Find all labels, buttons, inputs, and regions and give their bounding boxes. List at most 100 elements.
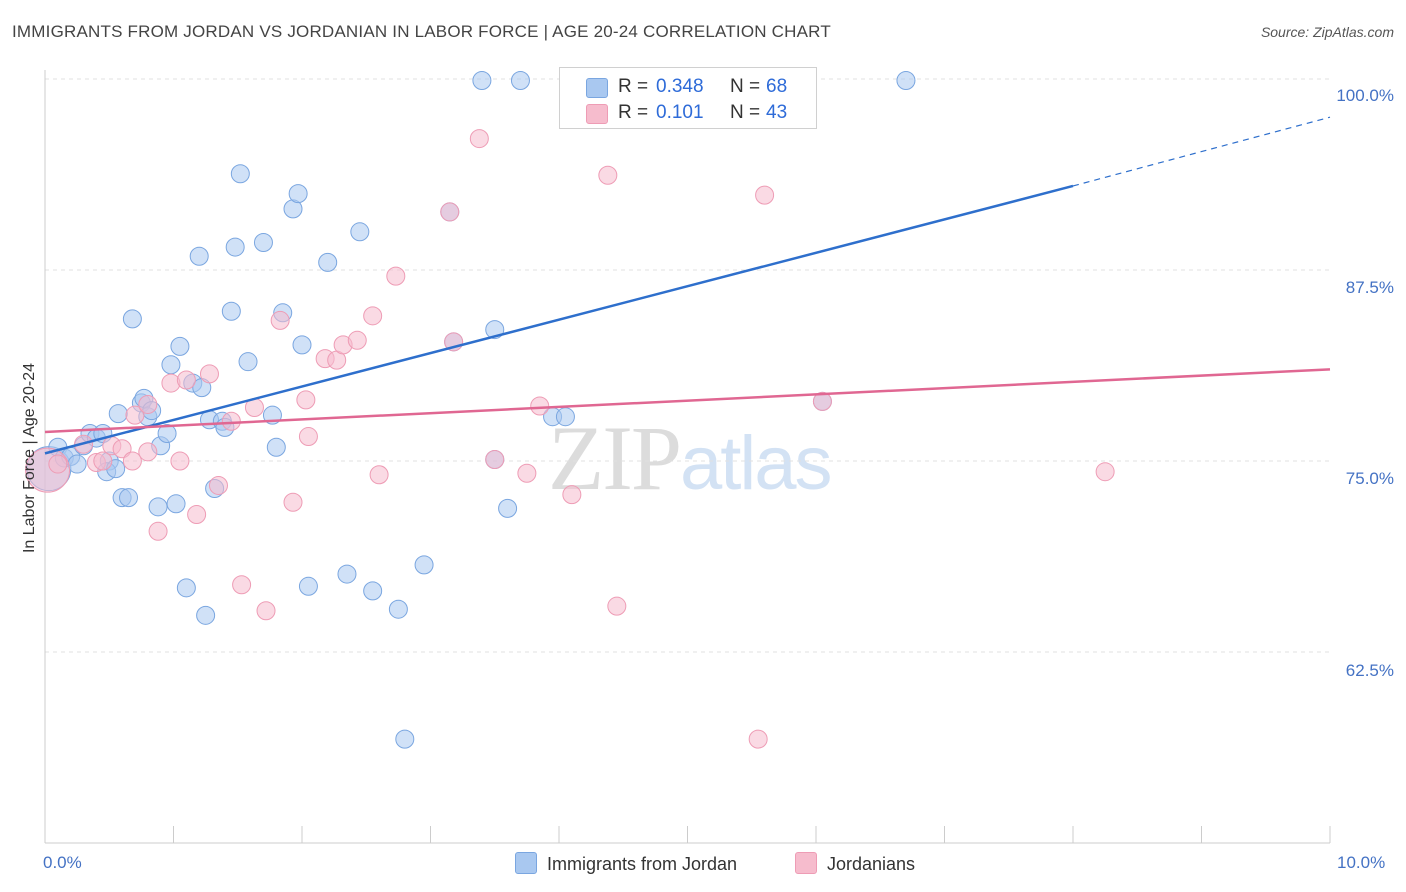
- pink-data-point: [386, 266, 406, 286]
- blue-data-point: [253, 232, 273, 252]
- blue-data-point: [176, 578, 196, 598]
- pink-data-point: [122, 451, 142, 471]
- pink-data-point: [187, 504, 207, 524]
- blue-swatch-icon: [586, 78, 608, 98]
- pink-data-point: [232, 575, 252, 595]
- legend-label: Jordanians: [827, 854, 916, 874]
- legend-item-immigrants[interactable]: Immigrants from Jordan: [515, 852, 737, 875]
- blue-data-point: [148, 497, 168, 517]
- pink-swatch-icon: [795, 852, 817, 874]
- blue-data-point: [225, 237, 245, 257]
- blue-data-point: [230, 164, 250, 184]
- pink-data-point: [296, 390, 316, 410]
- r-label: R =: [618, 76, 649, 97]
- y-axis-label: In Labor Force | Age 20-24: [21, 362, 38, 554]
- r-value: 0.348: [656, 76, 704, 97]
- blue-data-point: [108, 404, 128, 424]
- source-credit: Source: ZipAtlas.com: [1260, 24, 1394, 40]
- pink-data-point: [208, 475, 228, 495]
- blue-data-point: [298, 576, 318, 596]
- blue-data-point: [238, 352, 258, 372]
- blue-data-point: [363, 581, 383, 601]
- pink-data-point: [748, 729, 768, 749]
- blue-trend-extension: [1072, 116, 1331, 187]
- blue-data-point: [196, 605, 216, 625]
- blue-data-point: [189, 246, 209, 266]
- blue-data-point: [157, 423, 177, 443]
- x-tick-label-max: 10.0%: [1337, 853, 1386, 872]
- blue-data-point: [395, 729, 415, 749]
- blue-data-point: [896, 71, 916, 91]
- blue-data-point: [221, 301, 241, 321]
- blue-data-point: [292, 335, 312, 355]
- pink-data-point: [270, 310, 290, 330]
- pink-data-point: [1095, 462, 1115, 482]
- pink-data-point: [138, 394, 158, 414]
- r-label: R =: [618, 102, 649, 123]
- pink-data-point: [363, 306, 383, 326]
- pink-swatch-icon: [586, 104, 608, 124]
- pink-data-point: [138, 442, 158, 462]
- blue-data-point: [388, 599, 408, 619]
- y-tick-label: 87.5%: [1345, 278, 1394, 297]
- stats-box: R = 0.348 N = 68 R = 0.101 N = 43: [559, 67, 817, 129]
- chart-title: IMMIGRANTS FROM JORDAN VS JORDANIAN IN L…: [12, 22, 831, 41]
- pink-data-point: [440, 202, 460, 222]
- legend-label: Immigrants from Jordan: [547, 854, 738, 874]
- blue-data-point: [510, 71, 530, 91]
- pink-data-point: [755, 185, 775, 205]
- pink-data-point: [347, 330, 367, 350]
- blue-data-point: [318, 252, 338, 272]
- pink-data-point: [283, 492, 303, 512]
- n-label: N =: [730, 102, 761, 123]
- pink-data-point: [469, 129, 489, 149]
- pink-data-point: [176, 370, 196, 390]
- pink-data-point: [485, 449, 505, 469]
- y-tick-label: 100.0%: [1336, 86, 1394, 105]
- pink-data-point: [530, 396, 550, 416]
- blue-data-point: [472, 71, 492, 91]
- y-tick-label: 62.5%: [1345, 661, 1394, 680]
- pink-data-point: [598, 165, 618, 185]
- blue-data-point: [161, 355, 181, 375]
- blue-data-point: [337, 564, 357, 584]
- pink-data-point: [256, 601, 276, 621]
- pink-trend-line: [44, 368, 1331, 434]
- pink-data-point: [125, 405, 145, 425]
- x-tick-label-min: 0.0%: [43, 853, 82, 872]
- blue-swatch-icon: [515, 852, 537, 874]
- n-label: N =: [730, 76, 761, 97]
- blue-data-point: [266, 437, 286, 457]
- pink-data-point: [221, 411, 241, 431]
- blue-data-point: [122, 309, 142, 329]
- blue-data-point: [350, 222, 370, 242]
- pink-data-point: [48, 454, 68, 474]
- blue-trend-line: [44, 184, 1074, 455]
- pink-data-point: [93, 451, 113, 471]
- blue-data-point: [170, 336, 190, 356]
- blue-data-point: [498, 498, 518, 518]
- blue-data-point: [414, 555, 434, 575]
- blue-data-point: [288, 184, 308, 204]
- blue-data-point: [166, 494, 186, 514]
- pink-data-point: [812, 391, 832, 411]
- blue-data-point: [67, 454, 87, 474]
- pink-data-point: [199, 364, 219, 384]
- pink-data-point: [607, 596, 627, 616]
- r-value: 0.101: [656, 102, 704, 123]
- pink-data-point: [369, 465, 389, 485]
- pink-data-point: [562, 485, 582, 505]
- pink-data-point: [148, 521, 168, 541]
- blue-data-point: [555, 407, 575, 427]
- y-tick-label: 75.0%: [1345, 469, 1394, 488]
- legend-item-jordanians[interactable]: Jordanians: [795, 852, 915, 875]
- pink-data-point: [170, 451, 190, 471]
- pink-data-point: [112, 439, 132, 459]
- pink-data-point: [298, 427, 318, 447]
- pink-data-point: [161, 373, 181, 393]
- pink-data-point: [517, 463, 537, 483]
- n-value: 43: [766, 102, 788, 123]
- blue-data-point: [119, 488, 139, 508]
- n-value: 68: [766, 76, 788, 97]
